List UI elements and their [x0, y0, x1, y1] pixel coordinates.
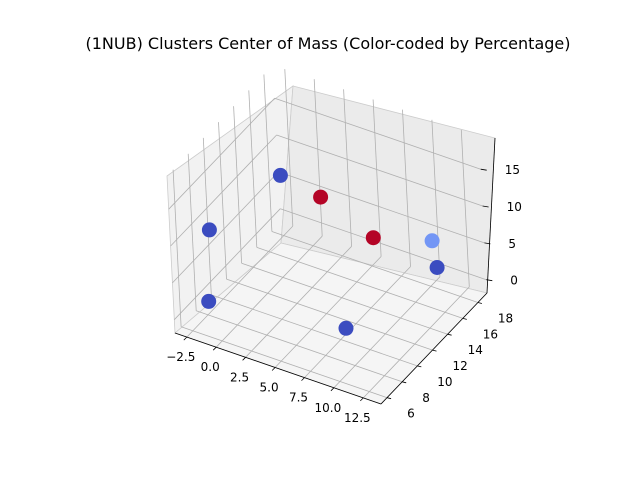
y-gridline: [172, 169, 182, 327]
x-tick-label: 0.0: [201, 360, 220, 374]
x-gridline: [363, 286, 470, 399]
x-tick: [271, 367, 276, 371]
y-gridline: [180, 326, 388, 399]
z-tick-label: 10: [507, 200, 522, 214]
z-tick-label: 5: [508, 237, 516, 251]
x-gridline: [245, 246, 352, 358]
x-gridline: [431, 119, 441, 277]
x-gridline: [372, 99, 382, 257]
z-gridline: [174, 208, 281, 320]
y-gridline: [248, 90, 258, 248]
x-axis-line: [174, 332, 382, 405]
y-tick-label: 6: [407, 407, 415, 421]
z-axis-line: [486, 137, 496, 294]
x-gridline: [284, 69, 294, 227]
z-gridline: [170, 134, 277, 247]
x-tick-label: 12.5: [344, 411, 371, 425]
x-gridline: [333, 276, 441, 389]
x-tick: [360, 397, 364, 402]
chart-title: (1NUB) Clusters Center of Mass (Color-co…: [85, 34, 571, 53]
y-tick: [417, 365, 422, 368]
y-gridline: [233, 106, 242, 264]
x-tick: [330, 387, 335, 392]
axis-lines: [174, 137, 496, 405]
y-tick-label: 16: [483, 327, 498, 341]
z-gridline: [278, 171, 485, 244]
z-gridline: [172, 171, 279, 284]
x-tick-label: 2.5: [230, 370, 249, 384]
data-points: [201, 167, 445, 336]
x-gridline: [304, 266, 411, 378]
y-tick: [462, 318, 467, 320]
y-tick-label: 18: [498, 312, 513, 326]
tick-marks: [183, 168, 493, 402]
y-gridline: [226, 278, 433, 351]
y-tick-label: 12: [453, 359, 468, 373]
x-tick: [301, 377, 305, 381]
y-tick: [387, 397, 392, 400]
x-tick-label: −2.5: [166, 350, 195, 364]
grid-lines: [168, 69, 487, 399]
axis-panes: [166, 85, 496, 405]
data-point: [424, 233, 440, 249]
y-tick: [432, 349, 437, 352]
y-gridline: [263, 74, 273, 232]
z-gridline: [280, 208, 487, 281]
x-gridline: [402, 109, 411, 267]
y-tick: [447, 333, 452, 336]
y-axis-line: [380, 292, 488, 405]
z-tick-label: 15: [505, 163, 520, 177]
z-gridline: [168, 97, 275, 210]
z-tick: [486, 279, 493, 282]
x-tick-label: 10.0: [315, 401, 342, 415]
y-gridline: [202, 137, 212, 295]
data-point: [201, 222, 217, 238]
data-point: [429, 260, 445, 275]
z-tick: [482, 205, 489, 208]
y-gridline: [211, 294, 418, 367]
x-gridline: [215, 235, 323, 348]
y-tick-label: 10: [437, 375, 452, 389]
data-point: [313, 189, 329, 205]
y-gridline: [271, 231, 479, 303]
x-gridline: [313, 79, 323, 237]
x-gridline: [460, 129, 470, 287]
z-tick-label: 0: [510, 274, 518, 288]
z-tick: [484, 242, 491, 245]
y-gridline: [187, 153, 197, 311]
x-gridline: [274, 256, 382, 368]
y-gridline: [256, 247, 463, 319]
data-point: [201, 293, 217, 309]
y-gridline: [241, 262, 448, 335]
z-tick: [480, 168, 487, 171]
y-tick-label: 8: [422, 391, 430, 405]
x-tick-label: 5.0: [260, 381, 279, 395]
tick-labels: −2.50.02.55.07.510.012.5 6810121416180510…: [166, 163, 522, 425]
y-tick: [477, 302, 482, 304]
z-gridline: [274, 97, 481, 170]
x-tick-label: 7.5: [289, 391, 308, 405]
x-tick: [212, 346, 217, 351]
data-point: [272, 167, 288, 183]
x-gridline: [186, 225, 294, 338]
y-gridline: [218, 122, 227, 280]
data-point: [365, 230, 381, 246]
x-tick: [183, 336, 188, 341]
y-tick: [402, 381, 407, 384]
data-point: [338, 320, 354, 336]
z-gridline: [276, 134, 483, 207]
x-gridline: [343, 89, 352, 247]
y-gridline: [196, 310, 403, 383]
x-tick: [242, 357, 246, 361]
y-tick-label: 14: [468, 343, 483, 357]
